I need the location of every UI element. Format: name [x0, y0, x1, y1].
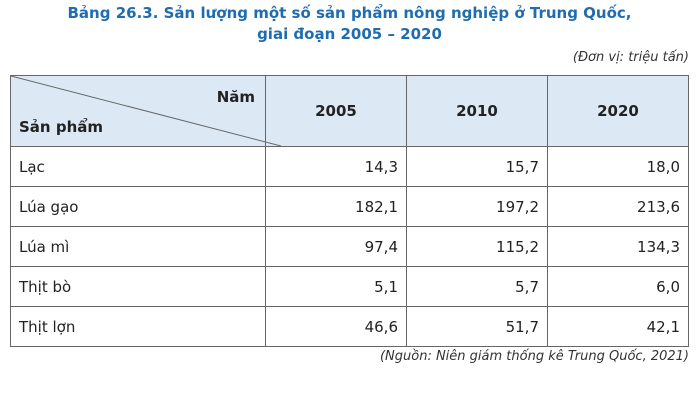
- cell: 182,1: [265, 186, 407, 227]
- column-header: 2020: [547, 75, 689, 147]
- title: giai đoạn 2005 – 2020: [257, 25, 442, 43]
- cell: 5,7: [406, 266, 548, 307]
- cell: 97,4: [265, 226, 407, 267]
- corner-cell: Năm Sản phẩm: [10, 75, 281, 147]
- cell: 6,0: [547, 266, 689, 307]
- cell: 18,0: [547, 146, 689, 187]
- cell: 42,1: [547, 306, 689, 347]
- table-row: Lúa mì 97,4 115,2 134,3: [10, 226, 689, 267]
- source: (Nguồn: Niên giám thống kê Trung Quốc, 2…: [379, 349, 689, 364]
- corner-top: Năm: [216, 88, 255, 106]
- title: Bảng 26.3. Sản lượng một số sản phẩm nôn…: [67, 4, 632, 22]
- corner-bottom: Sản phẩm: [19, 118, 103, 136]
- cell: 51,7: [406, 306, 548, 347]
- data-table: Năm Sản phẩm 2005 2010 2020 Lạc 14,3 15,7 18,…: [10, 75, 689, 347]
- cell: 46,6: [265, 306, 407, 347]
- cell: 213,6: [547, 186, 689, 227]
- table-row: Lúa gạo 182,1 197,2 213,6: [10, 186, 689, 227]
- cell: 197,2: [406, 186, 548, 227]
- column-header: 2010: [406, 75, 548, 147]
- cell: 115,2: [406, 226, 548, 267]
- cell: 134,3: [547, 226, 689, 267]
- header-row: Năm Sản phẩm 2005 2010 2020: [10, 75, 689, 147]
- table-row: Lạc 14,3 15,7 18,0: [10, 146, 689, 187]
- table-row: Thịt lợn 46,6 51,7 42,1: [10, 306, 689, 347]
- table-row: Thịt bò 5,1 5,7 6,0: [10, 266, 689, 307]
- row-label: Lúa mì: [10, 226, 266, 267]
- diagonal: [11, 76, 281, 146]
- row-label: Lạc: [10, 146, 266, 187]
- row-label: Lúa gạo: [10, 186, 266, 227]
- cell: 5,1: [265, 266, 407, 307]
- row-label: Thịt lợn: [10, 306, 266, 347]
- row-label: Thịt bò: [10, 266, 266, 307]
- cell: 15,7: [406, 146, 548, 187]
- table-body: Lạc 14,3 15,7 18,0 Lúa gạo 182,1 197,2 213,6 Lúa…: [10, 146, 689, 347]
- unit: (Đơn vị: triệu tấn): [572, 50, 689, 65]
- cell: 14,3: [265, 146, 407, 187]
- column-header: 2005: [265, 75, 407, 147]
